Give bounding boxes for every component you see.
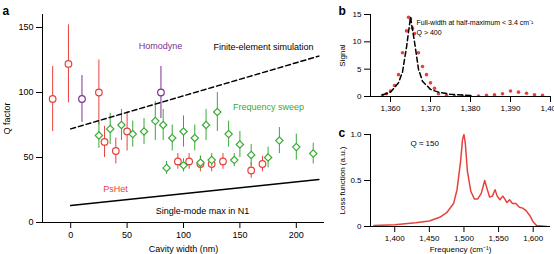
svg-text:Q factor: Q factor (2, 102, 12, 134)
svg-text:1,400: 1,400 (540, 104, 554, 113)
svg-text:Frequency sweep: Frequency sweep (233, 102, 304, 112)
svg-text:150: 150 (232, 230, 247, 240)
svg-text:50: 50 (23, 152, 33, 162)
svg-text:15: 15 (353, 10, 362, 19)
svg-text:1,600: 1,600 (523, 234, 544, 243)
svg-text:1,450: 1,450 (419, 234, 440, 243)
svg-text:0: 0 (28, 217, 33, 227)
svg-text:a: a (3, 4, 10, 18)
svg-text:1,550: 1,550 (489, 234, 510, 243)
svg-text:Finite-element simulation: Finite-element simulation (213, 42, 313, 52)
svg-text:100: 100 (18, 87, 33, 97)
svg-text:PsHet: PsHet (103, 184, 128, 194)
svg-text:100: 100 (176, 230, 191, 240)
svg-text:1,380: 1,380 (460, 104, 481, 113)
svg-text:50: 50 (122, 230, 132, 240)
svg-text:Single-mode max in N1: Single-mode max in N1 (156, 206, 250, 216)
svg-text:150: 150 (18, 22, 33, 32)
svg-text:Full-width at half-maximum < 3: Full-width at half-maximum < 3.4 cm⁻¹ (417, 19, 535, 26)
svg-text:1,370: 1,370 (420, 104, 441, 113)
svg-text:Q ≈ 150: Q ≈ 150 (411, 139, 440, 148)
svg-text:1,360: 1,360 (380, 104, 401, 113)
svg-text:5: 5 (357, 65, 362, 74)
svg-text:Cavity width (nm): Cavity width (nm) (149, 244, 219, 254)
svg-text:Homodyne: Homodyne (139, 41, 183, 51)
svg-text:0: 0 (357, 222, 362, 231)
svg-text:Frequency (cm⁻¹): Frequency (cm⁻¹) (430, 245, 492, 254)
svg-text:c: c (339, 126, 346, 140)
svg-text:10: 10 (353, 37, 362, 46)
svg-text:b: b (339, 4, 346, 18)
svg-text:1,400: 1,400 (385, 234, 406, 243)
svg-text:0: 0 (357, 92, 362, 101)
svg-text:Q > 400: Q > 400 (417, 29, 442, 37)
svg-text:Loss function (a.u.): Loss function (a.u.) (338, 146, 347, 214)
svg-text:1.0: 1.0 (350, 130, 362, 139)
svg-text:200: 200 (289, 230, 304, 240)
svg-text:0: 0 (68, 230, 73, 240)
svg-text:0.5: 0.5 (350, 176, 362, 185)
svg-text:1,500: 1,500 (454, 234, 475, 243)
svg-text:Signal: Signal (338, 44, 347, 66)
svg-text:1,390: 1,390 (500, 104, 521, 113)
